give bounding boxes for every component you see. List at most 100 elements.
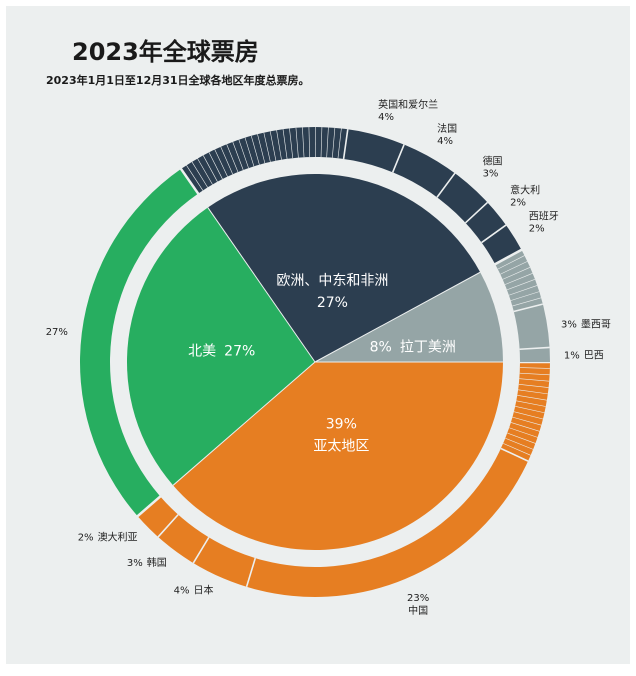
ring-region-gap: [178, 166, 201, 196]
ring-market-divider: [245, 557, 257, 588]
pie-separator: [314, 271, 481, 363]
ring-minor-divider: [308, 127, 310, 158]
market-label-3-1: 1% 巴西: [564, 349, 604, 361]
chart-subtitle: 2023年1月1日至12月31日全球各地区年度总票房。: [46, 74, 310, 87]
pie-slice-3: [315, 272, 503, 362]
ring-minor-divider: [186, 165, 204, 191]
ring-minor-divider: [226, 144, 239, 173]
ring-minor-divider: [515, 405, 545, 414]
market-label-0-1: 4% 日本: [174, 583, 214, 596]
region-name-1: 北美: [188, 343, 216, 359]
ring-market-divider: [436, 172, 456, 198]
pie-slice-0: [173, 362, 503, 550]
ring-market-divider: [519, 346, 550, 351]
market-label-0-0-pct: 23%: [407, 593, 429, 604]
ring-minor-divider: [282, 129, 288, 159]
ring-minor-divider: [500, 261, 528, 275]
ring-minor-divider: [503, 443, 531, 456]
market-label-1-0-pct: 27%: [46, 327, 68, 338]
ring-market-divider: [391, 144, 405, 173]
ring-minor-divider: [508, 285, 538, 296]
ring-region-3: [495, 249, 550, 362]
ring-minor-divider: [326, 127, 329, 158]
ring-minor-divider: [518, 383, 549, 388]
pie-separator: [172, 361, 316, 486]
pie-slice-2: [207, 174, 481, 362]
ring-market-divider: [342, 129, 349, 160]
region-pct-2: 27%: [317, 295, 348, 311]
ring-minor-divider: [332, 127, 336, 158]
market-label-2-3-pct: 2%: [510, 198, 526, 209]
region-name-0: 亚太地区: [313, 438, 369, 454]
ring-minor-divider: [497, 255, 525, 270]
ring-minor-divider: [510, 291, 540, 301]
ring-minor-divider: [232, 141, 244, 171]
ring-minor-divider: [302, 127, 305, 158]
ring-minor-divider: [509, 427, 538, 438]
market-label-2-4-name: 西班牙: [529, 211, 559, 223]
market-label-2-0-name: 英国和爱尔兰: [378, 98, 438, 111]
ring-region-2: [181, 127, 522, 265]
market-label-0-2: 3% 韩国: [127, 556, 167, 569]
market-label-0-1-pct: 4%: [174, 585, 190, 596]
market-label-2-4-pct: 2%: [529, 224, 545, 235]
ring-minor-divider: [244, 137, 255, 167]
market-label-0-2-pct: 3%: [127, 558, 143, 569]
ring-minor-divider: [512, 416, 542, 426]
inner-pie-group: [127, 174, 503, 550]
ring-minor-divider: [269, 131, 277, 161]
ring-region-gap: [135, 494, 163, 519]
ring-minor-divider: [214, 149, 228, 177]
ring-minor-divider: [257, 134, 266, 164]
ring-minor-divider: [512, 297, 542, 307]
ring-minor-divider: [504, 273, 533, 285]
ring-minor-divider: [518, 389, 548, 395]
ring-minor-divider: [197, 158, 213, 185]
ring-minor-divider: [507, 432, 536, 444]
ring-minor-divider: [220, 146, 233, 175]
ring-region-gap: [492, 247, 524, 267]
ring-minor-divider: [276, 130, 282, 160]
region-name-3: 拉丁美洲: [400, 340, 456, 356]
ring-minor-divider: [263, 132, 271, 162]
pie-separator: [207, 207, 316, 363]
region-label-1: 北美 27%: [188, 343, 255, 359]
ring-market-divider: [464, 201, 489, 224]
ring-minor-divider: [289, 128, 294, 159]
ring-minor-divider: [337, 128, 342, 159]
region-pct-3: 8%: [370, 340, 392, 356]
market-label-3-0-pct: 3%: [561, 319, 577, 330]
ring-minor-divider: [505, 437, 534, 450]
ring-market-divider: [481, 224, 507, 244]
ring-minor-divider: [513, 411, 544, 420]
labels-group: 23%中国4% 日本3% 韩国2% 澳大利亚27%英国和爱尔兰4%法国4%德国3%意大…: [46, 98, 611, 617]
region-pct-0: 39%: [326, 416, 357, 432]
market-label-3-0-name: 墨西哥: [581, 318, 611, 330]
ring-minor-divider: [295, 127, 299, 158]
ring-market-divider: [513, 303, 543, 313]
market-label-0-1-name: 日本: [193, 583, 213, 596]
ring-minor-divider: [517, 395, 547, 401]
ring-minor-divider: [238, 139, 249, 169]
market-label-0-3: 2% 澳大利亚: [78, 531, 138, 544]
ring-minor-divider: [191, 161, 208, 188]
region-label-3: 8% 拉丁美洲: [370, 340, 456, 356]
ring-region-0: [137, 362, 550, 598]
market-label-0-3-name: 澳大利亚: [98, 531, 138, 544]
ring-minor-divider: [506, 279, 536, 291]
outer-ring-group: [79, 126, 552, 598]
market-label-3-1-pct: 1%: [564, 350, 580, 361]
region-pct-1: 27%: [224, 343, 255, 359]
ring-minor-divider: [502, 267, 531, 280]
ring-market-divider: [500, 447, 529, 462]
market-label-2-2-name: 德国: [483, 155, 503, 168]
market-label-0-2-name: 韩国: [147, 556, 167, 569]
ring-market-divider: [157, 514, 179, 538]
ring-region-1: [79, 168, 199, 517]
ring-market-divider: [192, 536, 210, 564]
ring-minor-divider: [320, 127, 323, 158]
market-label-2-2-pct: 3%: [483, 169, 499, 180]
pie-slice-1: [127, 207, 315, 486]
market-label-2-1-name: 法国: [437, 122, 457, 135]
